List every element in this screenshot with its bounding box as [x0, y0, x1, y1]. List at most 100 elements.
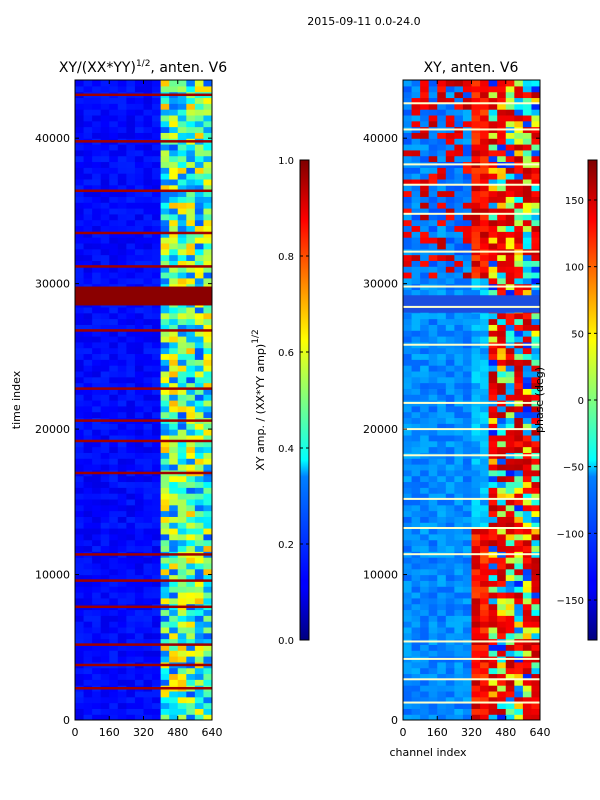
heatmap-cell	[411, 661, 421, 669]
heatmap-cell	[471, 673, 481, 680]
heatmap-cell	[488, 394, 498, 401]
heatmap-cell	[169, 580, 179, 587]
heatmap-cell	[437, 242, 447, 250]
heatmap-cell	[92, 440, 102, 448]
heatmap-cell	[522, 557, 533, 564]
heatmap-cell	[109, 696, 119, 704]
heatmap-cell	[462, 661, 473, 669]
heatmap-cell	[454, 347, 464, 355]
heatmap-cell	[420, 202, 430, 209]
heatmap-cell	[92, 202, 102, 209]
heatmap-cell	[480, 487, 490, 494]
heatmap-cell	[471, 388, 481, 395]
heatmap-cell	[420, 80, 430, 87]
heatmap-cell	[75, 324, 85, 331]
heatmap-cell	[143, 522, 153, 529]
heatmap-cell	[480, 528, 490, 535]
heatmap-cell	[411, 91, 421, 99]
heatmap-cell	[152, 632, 162, 640]
x-tick-label: 480	[495, 726, 516, 739]
heatmap-cell	[134, 173, 145, 180]
heatmap-cell	[109, 609, 119, 616]
heatmap-cell	[152, 667, 162, 675]
heatmap-cell	[92, 155, 102, 163]
heatmap-cell	[522, 231, 533, 238]
heatmap-cell	[117, 626, 127, 634]
heatmap-cell	[143, 475, 153, 483]
heatmap-cell	[203, 487, 212, 494]
heatmap-cell	[531, 394, 540, 401]
heatmap-cell	[134, 667, 145, 675]
heatmap-cell	[134, 394, 145, 401]
heatmap-cell	[522, 266, 533, 273]
heatmap-cell	[186, 568, 196, 576]
heatmap-cell	[186, 149, 196, 157]
heatmap-cell	[100, 481, 110, 488]
heatmap-cell	[92, 533, 102, 541]
heatmap-cell	[203, 80, 212, 87]
heatmap-cell	[75, 522, 85, 529]
heatmap-cell	[143, 504, 153, 512]
heatmap-cell	[403, 231, 413, 238]
flagged-row-line	[403, 527, 540, 529]
heatmap-cell	[497, 481, 507, 488]
heatmap-cell	[471, 370, 481, 378]
heatmap-cell	[169, 132, 179, 139]
heatmap-cell	[454, 597, 464, 605]
heatmap-cell	[445, 423, 455, 430]
heatmap-cell	[471, 469, 481, 477]
heatmap-cell	[152, 481, 162, 488]
heatmap-cell	[109, 144, 119, 151]
heatmap-cell	[75, 388, 85, 395]
heatmap-cell	[411, 562, 421, 570]
heatmap-cell	[100, 260, 110, 267]
heatmap-cell	[462, 237, 473, 244]
heatmap-cell	[83, 196, 93, 203]
flagged-row-line	[403, 553, 540, 556]
heatmap-cell	[83, 405, 93, 413]
heatmap-cell	[109, 178, 119, 186]
heatmap-cell	[514, 225, 524, 232]
heatmap-cell	[126, 493, 136, 500]
heatmap-cell	[505, 330, 515, 337]
heatmap-cell	[420, 644, 430, 651]
heatmap-cell	[403, 289, 413, 296]
heatmap-cell	[411, 347, 421, 355]
heatmap-cell	[92, 231, 102, 238]
heatmap-cell	[75, 184, 85, 192]
heatmap-cell	[109, 114, 119, 122]
heatmap-cell	[403, 644, 413, 651]
heatmap-cell	[480, 429, 490, 436]
heatmap-cell	[109, 667, 119, 675]
heatmap-cell	[445, 661, 455, 669]
heatmap-cell	[531, 586, 540, 593]
heatmap-cell	[160, 306, 170, 314]
heatmap-cell	[497, 237, 507, 244]
heatmap-cell	[177, 690, 187, 698]
heatmap-cell	[531, 516, 540, 523]
heatmap-cell	[143, 429, 153, 436]
heatmap-cell	[126, 376, 136, 384]
heatmap-cell	[522, 702, 533, 709]
heatmap-cell	[514, 533, 524, 541]
heatmap-cell	[143, 266, 153, 273]
heatmap-cell	[514, 498, 524, 506]
heatmap-cell	[134, 126, 145, 133]
heatmap-cell	[177, 347, 187, 355]
heatmap-cell	[100, 277, 110, 285]
heatmap-cell	[126, 644, 136, 651]
heatmap-cell	[134, 149, 145, 157]
heatmap-cell	[403, 597, 413, 605]
heatmap-cell	[480, 568, 490, 576]
heatmap-cell	[160, 597, 170, 605]
heatmap-cell	[169, 423, 179, 430]
heatmap-cell	[134, 388, 145, 395]
heatmap-cell	[126, 696, 136, 704]
heatmap-cell	[497, 574, 507, 581]
heatmap-cell	[445, 702, 455, 709]
heatmap-cell	[169, 376, 179, 384]
heatmap-cell	[462, 632, 473, 640]
heatmap-cell	[480, 504, 490, 512]
heatmap-cell	[152, 423, 162, 430]
heatmap-cell	[454, 138, 464, 145]
